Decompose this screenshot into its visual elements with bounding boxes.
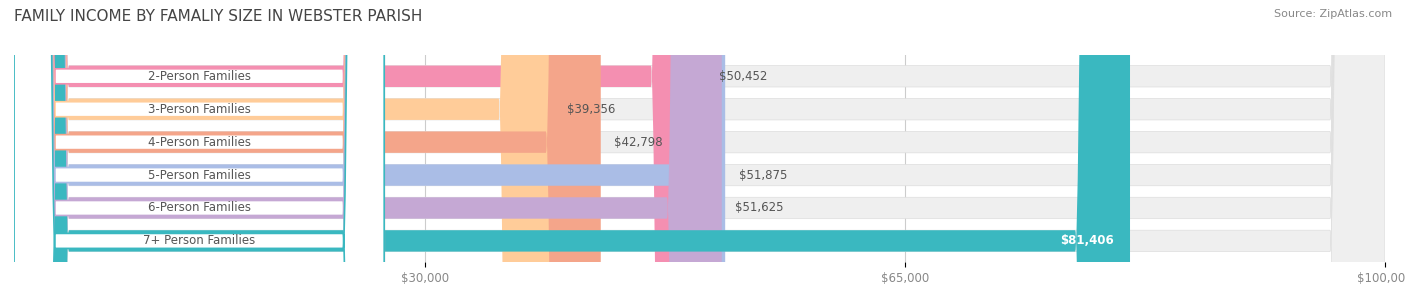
- FancyBboxPatch shape: [14, 0, 384, 305]
- FancyBboxPatch shape: [14, 0, 1385, 305]
- FancyBboxPatch shape: [14, 0, 1385, 305]
- FancyBboxPatch shape: [14, 0, 725, 305]
- FancyBboxPatch shape: [14, 0, 384, 305]
- FancyBboxPatch shape: [14, 0, 600, 305]
- Text: $50,452: $50,452: [720, 70, 768, 83]
- Text: $51,875: $51,875: [740, 169, 787, 181]
- Text: $42,798: $42,798: [614, 136, 664, 149]
- Text: 2-Person Families: 2-Person Families: [148, 70, 250, 83]
- FancyBboxPatch shape: [14, 0, 721, 305]
- Text: $39,356: $39,356: [567, 103, 616, 116]
- FancyBboxPatch shape: [14, 0, 1385, 305]
- Text: 3-Person Families: 3-Person Families: [148, 103, 250, 116]
- FancyBboxPatch shape: [14, 0, 1130, 305]
- FancyBboxPatch shape: [14, 0, 384, 305]
- Text: 6-Person Families: 6-Person Families: [148, 202, 250, 214]
- Text: FAMILY INCOME BY FAMALIY SIZE IN WEBSTER PARISH: FAMILY INCOME BY FAMALIY SIZE IN WEBSTER…: [14, 9, 422, 24]
- Text: 4-Person Families: 4-Person Families: [148, 136, 250, 149]
- FancyBboxPatch shape: [14, 0, 384, 305]
- FancyBboxPatch shape: [14, 0, 1385, 305]
- Text: $51,625: $51,625: [735, 202, 785, 214]
- FancyBboxPatch shape: [14, 0, 554, 305]
- Text: 7+ Person Families: 7+ Person Families: [143, 235, 256, 247]
- FancyBboxPatch shape: [14, 0, 384, 305]
- FancyBboxPatch shape: [14, 0, 384, 305]
- Text: $81,406: $81,406: [1060, 235, 1114, 247]
- FancyBboxPatch shape: [14, 0, 1385, 305]
- FancyBboxPatch shape: [14, 0, 706, 305]
- FancyBboxPatch shape: [14, 0, 1385, 305]
- Text: Source: ZipAtlas.com: Source: ZipAtlas.com: [1274, 9, 1392, 19]
- Text: 5-Person Families: 5-Person Families: [148, 169, 250, 181]
